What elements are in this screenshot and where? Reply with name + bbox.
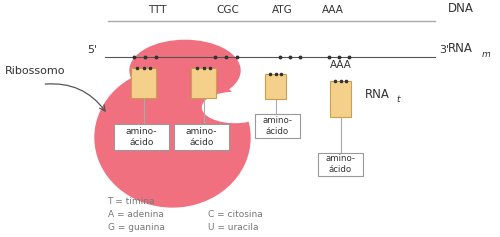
Ellipse shape: [130, 40, 240, 100]
FancyBboxPatch shape: [255, 114, 300, 137]
Text: m: m: [482, 50, 490, 59]
Text: 3': 3': [439, 46, 449, 55]
Ellipse shape: [95, 68, 250, 207]
Text: C = citosina
U = uracila: C = citosina U = uracila: [208, 210, 262, 232]
Text: AAA: AAA: [322, 5, 344, 15]
Text: amino-
ácido: amino- ácido: [186, 127, 217, 147]
Text: 5': 5': [88, 46, 98, 55]
Circle shape: [202, 92, 268, 123]
Text: t: t: [396, 95, 400, 104]
Text: RNA: RNA: [448, 42, 472, 55]
Text: amino-
ácido: amino- ácido: [126, 127, 158, 147]
FancyBboxPatch shape: [318, 153, 362, 176]
Text: amino-
ácido: amino- ácido: [262, 116, 292, 136]
FancyBboxPatch shape: [191, 68, 216, 98]
Text: TTT: TTT: [148, 5, 167, 15]
Text: T = timina
A = adenina
G = guanina: T = timina A = adenina G = guanina: [108, 197, 164, 232]
Text: AAA: AAA: [330, 60, 351, 70]
Text: ATG: ATG: [272, 5, 293, 15]
Text: RNA: RNA: [365, 88, 390, 101]
Text: Ribossomo: Ribossomo: [5, 66, 66, 76]
FancyBboxPatch shape: [131, 68, 156, 98]
FancyBboxPatch shape: [174, 124, 229, 150]
Text: amino-
ácido: amino- ácido: [325, 155, 355, 174]
FancyBboxPatch shape: [265, 74, 286, 99]
FancyBboxPatch shape: [114, 124, 169, 150]
FancyBboxPatch shape: [330, 81, 351, 117]
Text: CGC: CGC: [216, 5, 239, 15]
Text: DNA: DNA: [448, 2, 473, 15]
